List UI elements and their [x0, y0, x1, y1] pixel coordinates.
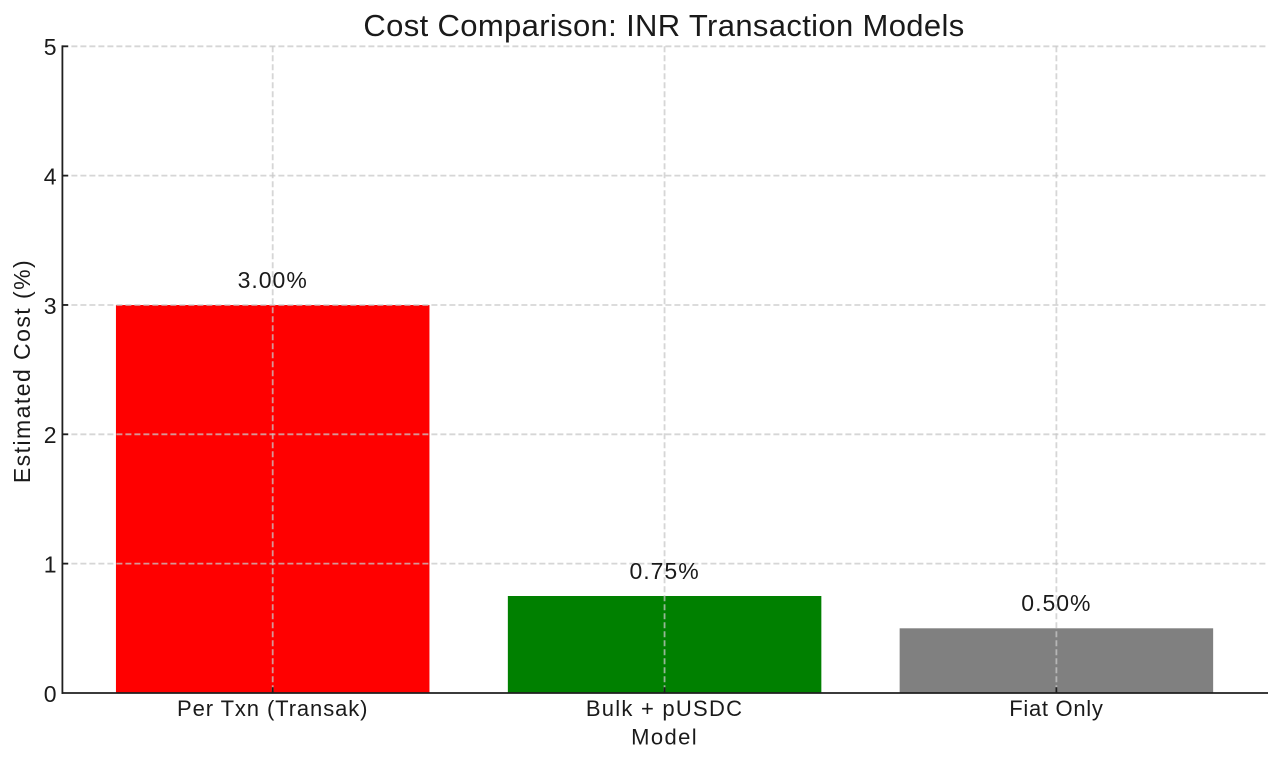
svg-text:5: 5 [44, 34, 57, 60]
svg-text:0.50%: 0.50% [1021, 590, 1091, 616]
svg-text:Model: Model [631, 725, 698, 750]
svg-text:2: 2 [44, 422, 57, 448]
svg-text:1: 1 [44, 552, 57, 578]
svg-text:Bulk + pUSDC: Bulk + pUSDC [586, 696, 743, 721]
svg-text:3.00%: 3.00% [238, 267, 308, 293]
svg-text:4: 4 [44, 164, 57, 190]
svg-text:0: 0 [44, 681, 57, 707]
svg-text:Per Txn (Transak): Per Txn (Transak) [177, 696, 368, 721]
svg-text:3: 3 [44, 293, 57, 319]
svg-text:Fiat Only: Fiat Only [1009, 696, 1103, 721]
svg-text:Cost Comparison: INR Transacti: Cost Comparison: INR Transaction Models [363, 8, 964, 43]
svg-text:0.75%: 0.75% [629, 558, 699, 584]
svg-text:Estimated Cost (%): Estimated Cost (%) [9, 259, 35, 483]
